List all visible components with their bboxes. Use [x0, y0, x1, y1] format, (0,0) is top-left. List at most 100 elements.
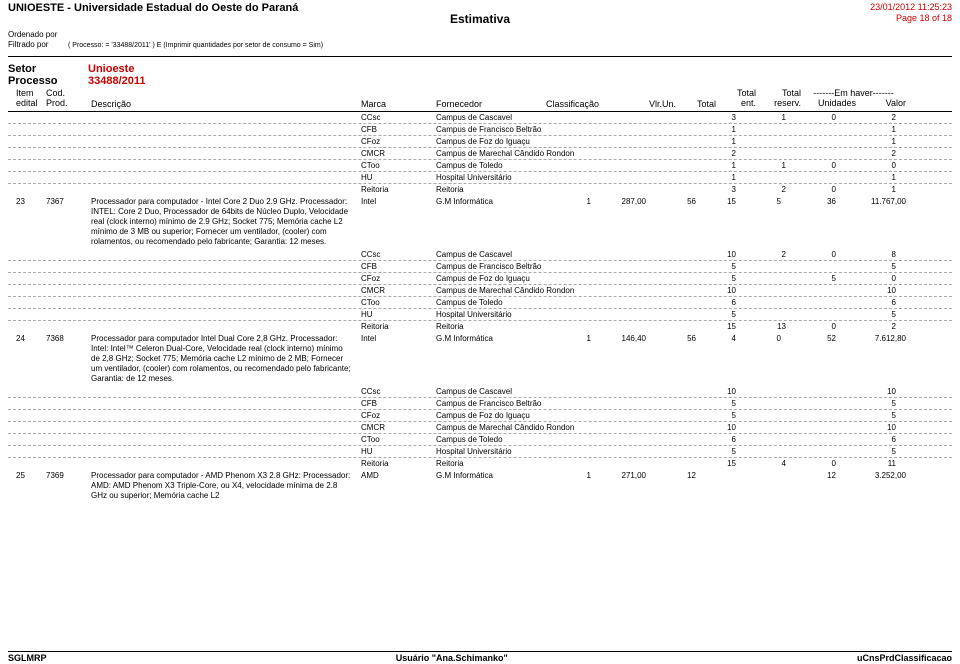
- sub-row-v2: [736, 173, 786, 182]
- item-24-total: 56: [646, 334, 696, 384]
- col-totent-2: ent.: [716, 99, 756, 109]
- sub-row-v1: 5: [686, 274, 736, 283]
- item-24-valor: 7.612,80: [836, 334, 906, 384]
- sub-row-v1: 5: [686, 411, 736, 420]
- sub-row-v3: 0: [786, 113, 836, 122]
- item-23-num: 23: [16, 197, 46, 247]
- sub-row-name: Campus de Cascavel: [436, 387, 686, 396]
- sub-row-name: Campus de Marechal Cândido Rondon: [436, 149, 686, 158]
- sub-row-name: Reitoria: [436, 459, 686, 468]
- sub-row-v2: [736, 310, 786, 319]
- sub-row-code: CToo: [361, 161, 436, 170]
- sub-row-code: HU: [361, 447, 436, 456]
- item-24-cod: 7368: [46, 334, 91, 384]
- footer-center: Usuário "Ana.Schimanko": [396, 653, 508, 663]
- sub-row-name: Campus de Marechal Cândido Rondon: [436, 286, 686, 295]
- sub-row-code: CFB: [361, 125, 436, 134]
- item-24-totent: 4: [696, 334, 736, 384]
- sub-row-v1: 1: [686, 161, 736, 170]
- col-class: Classificação: [546, 99, 626, 109]
- sub-row-code: CCsc: [361, 387, 436, 396]
- item-25-valor: 3.252,00: [836, 471, 906, 501]
- sub-row-v4: 1: [836, 173, 896, 182]
- sub-row-v2: 2: [736, 185, 786, 194]
- sub-row-v3: [786, 173, 836, 182]
- sub-row-v4: 6: [836, 435, 896, 444]
- setor-value: Unioeste: [88, 63, 134, 75]
- sub-row-v4: 2: [836, 322, 896, 331]
- item-25-unid: 12: [781, 471, 836, 501]
- sub-row-v4: 10: [836, 387, 896, 396]
- item-25-class: 1: [546, 471, 591, 501]
- sub-row-code: CCsc: [361, 250, 436, 259]
- sub-row-v3: [786, 125, 836, 134]
- sub-row-v2: [736, 423, 786, 432]
- item-23-totres: 5: [736, 197, 781, 247]
- sub-row-v3: [786, 149, 836, 158]
- sector-block: Setor Unioeste Processo 33488/2011: [0, 63, 960, 87]
- item-24-class: 1: [546, 334, 591, 384]
- sub-row-v1: 15: [686, 322, 736, 331]
- col-item-2: edital: [16, 99, 46, 109]
- sub-row: CFozCampus de Foz do Iguaçu11: [8, 136, 952, 148]
- sub-row-code: Reitoria: [361, 185, 436, 194]
- column-headers: Item edital Cod. Prod. Descrição Marca F…: [8, 87, 952, 112]
- sub-row-v1: 6: [686, 298, 736, 307]
- sub-row-code: CMCR: [361, 286, 436, 295]
- org-title: UNIOESTE - Universidade Estadual do Oest…: [8, 2, 298, 24]
- sub-row-v1: 6: [686, 435, 736, 444]
- sub-row: ReitoriaReitoria154011: [8, 458, 952, 469]
- sub-row-v2: 2: [736, 250, 786, 259]
- sub-row-code: CCsc: [361, 113, 436, 122]
- sub-row-v4: 6: [836, 298, 896, 307]
- sub-row-v4: 1: [836, 185, 896, 194]
- ordenado-label: Ordenado por: [8, 30, 68, 40]
- sub-row: CTooCampus de Toledo66: [8, 297, 952, 309]
- sub-row-v4: 0: [836, 274, 896, 283]
- sub-row: CFBCampus de Francisco Beltrão55: [8, 261, 952, 273]
- sub-row-v2: [736, 274, 786, 283]
- sub-row-v3: [786, 262, 836, 271]
- sub-row-v4: 5: [836, 411, 896, 420]
- sub-row-v1: 3: [686, 113, 736, 122]
- sub-row-v4: 8: [836, 250, 896, 259]
- item-row-23: 23 7367 Processador para computador - In…: [8, 195, 952, 249]
- sub-row-v4: 5: [836, 399, 896, 408]
- item24-subrows: CCscCampus de Cascavel 10 10 CFBCampus de F…: [8, 386, 952, 469]
- sub-row-code: CFB: [361, 262, 436, 271]
- sub-row-v4: 1: [836, 125, 896, 134]
- item-row-24: 24 7368 Processador para computador Inte…: [8, 332, 952, 386]
- sub-row: CCscCampus de Cascavel3102: [8, 112, 952, 124]
- sub-row-name: Campus de Toledo: [436, 298, 686, 307]
- sub-row-code: CFoz: [361, 137, 436, 146]
- sub-row: CFBCampus de Francisco Beltrão55: [8, 398, 952, 410]
- sub-row-v4: 2: [836, 113, 896, 122]
- sub-row-v4: 10: [836, 423, 896, 432]
- sub-row-v4: 5: [836, 262, 896, 271]
- sub-row-name: Hospital Universitário: [436, 173, 686, 182]
- timestamp: 23/01/2012 11:25:23: [870, 2, 952, 13]
- sub-row-v4: 0: [836, 161, 896, 170]
- item-24-forn: G.M Informática: [436, 334, 546, 384]
- sub-row-name: Campus de Cascavel: [436, 250, 686, 259]
- sub-row-v1: 15: [686, 459, 736, 468]
- sub-row: CCscCampus de Cascavel10208: [8, 249, 952, 261]
- sub-row-code: CToo: [361, 435, 436, 444]
- sub-row-name: Reitoria: [436, 322, 686, 331]
- sub-row-v4: 1: [836, 137, 896, 146]
- sub-row-v2: [736, 447, 786, 456]
- item-23-cod: 7367: [46, 197, 91, 247]
- filtrado-label: Filtrado por: [8, 40, 68, 50]
- sub-row-code: CMCR: [361, 423, 436, 432]
- sub-row-v2: 1: [736, 113, 786, 122]
- item-25-totres: [736, 471, 781, 501]
- col-marca: Marca: [361, 99, 436, 109]
- item-24-unid: 52: [781, 334, 836, 384]
- sub-row-name: Campus de Toledo: [436, 161, 686, 170]
- sub-row-v2: 13: [736, 322, 786, 331]
- item-24-marca: Intel: [361, 334, 436, 384]
- sub-row: CTooCampus de Toledo66: [8, 434, 952, 446]
- sub-row-v3: [786, 298, 836, 307]
- setor-label: Setor: [8, 63, 88, 75]
- item-24-num: 24: [16, 334, 46, 384]
